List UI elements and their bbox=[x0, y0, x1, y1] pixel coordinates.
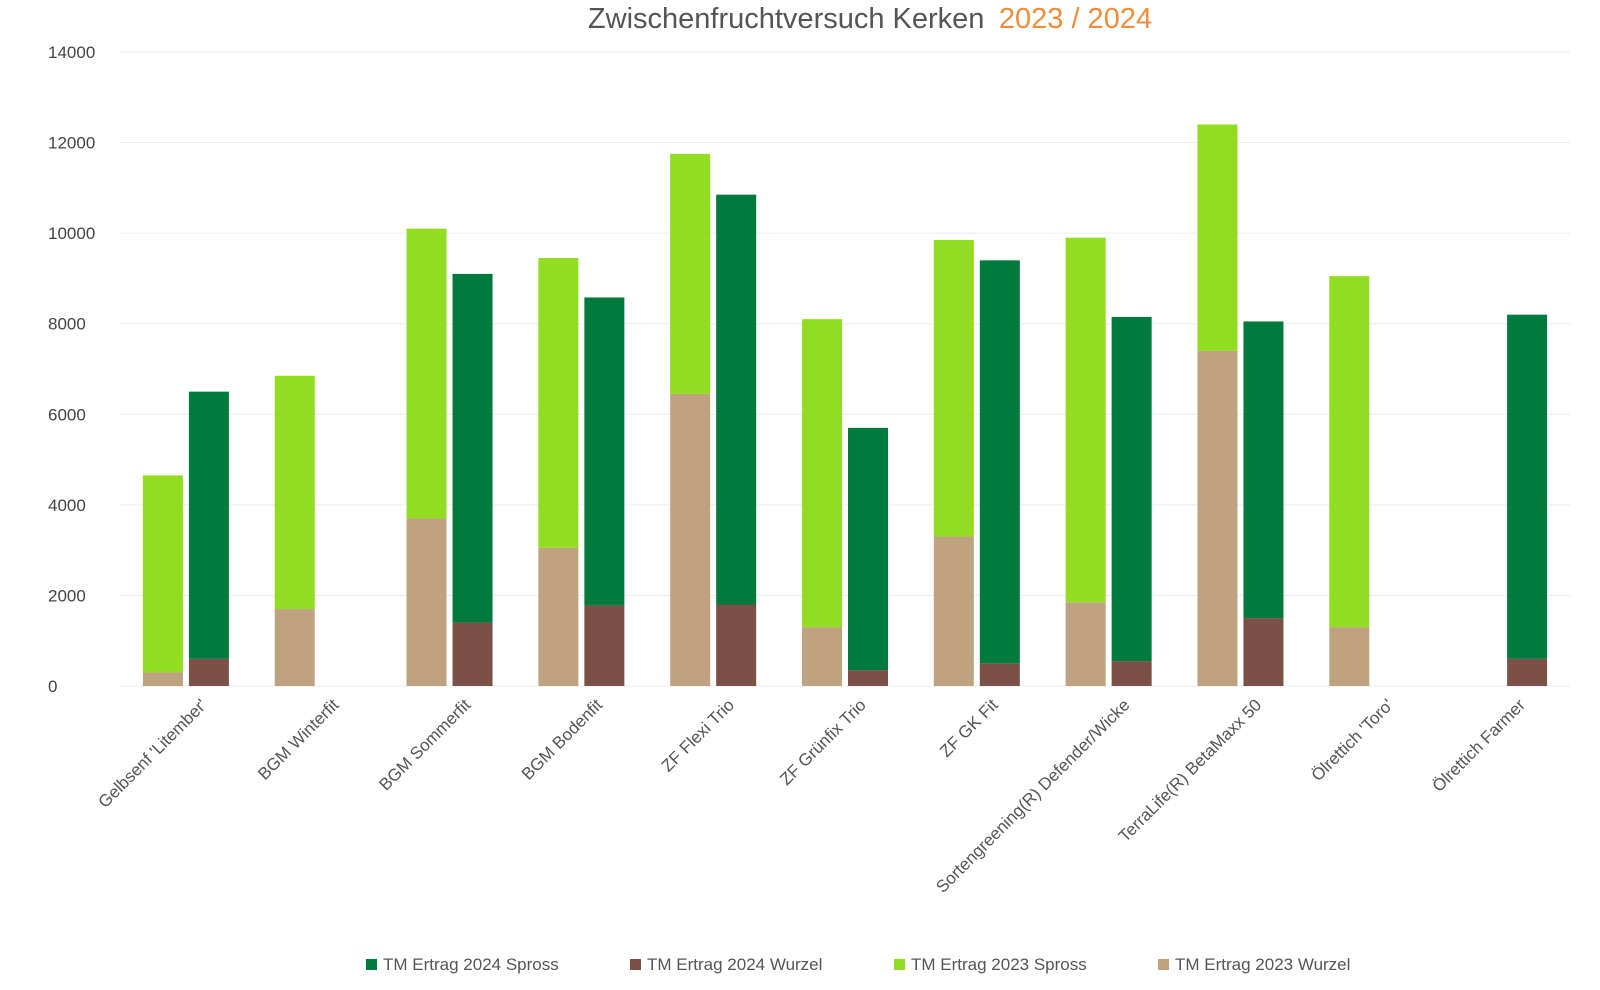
bar-2024-wurzel-5 bbox=[848, 670, 888, 686]
legend-label: TM Ertrag 2023 Wurzel bbox=[1175, 955, 1350, 974]
bar-2023-spross-8 bbox=[1197, 124, 1238, 351]
y-tick-label: 14000 bbox=[48, 43, 95, 62]
y-tick-label: 0 bbox=[48, 677, 57, 696]
y-axis-ticks: 0 2000 4000 6000 8000 10000 12000 14000 bbox=[48, 43, 95, 696]
x-category-label: Gelbsenf 'Litember' bbox=[94, 695, 210, 811]
bar-2023-wurzel-2 bbox=[406, 518, 447, 686]
legend-label: TM Ertrag 2024 Spross bbox=[383, 955, 559, 974]
bar-2023-wurzel-6 bbox=[933, 536, 974, 686]
bar-2023-spross-6 bbox=[933, 239, 974, 537]
x-category-label: ZF GK Fit bbox=[936, 695, 1002, 761]
bar-2023-wurzel-1 bbox=[274, 609, 315, 686]
chart-title-years: 2023 / 2024 bbox=[999, 3, 1152, 35]
bar-2023-spross-3 bbox=[538, 258, 579, 548]
bar-2024-wurzel-7 bbox=[1111, 661, 1152, 686]
legend-swatch bbox=[366, 959, 377, 970]
x-category-label: BGM Bodenfit bbox=[518, 695, 606, 783]
x-category-label: BGM Winterfit bbox=[254, 695, 342, 783]
bar-2024-wurzel-3 bbox=[584, 605, 625, 686]
x-category-label: ZF Flexi Trio bbox=[658, 695, 738, 775]
bar-2024-wurzel-8 bbox=[1243, 618, 1284, 686]
bar-2023-wurzel-4 bbox=[670, 393, 711, 686]
y-tick-label: 4000 bbox=[48, 496, 86, 515]
bar-2024-wurzel-10 bbox=[1507, 658, 1548, 686]
bar-2023-wurzel-3 bbox=[538, 547, 579, 686]
y-tick-label: 2000 bbox=[48, 586, 86, 605]
x-axis-categories: Gelbsenf 'Litember' BGM Winterfit BGM Somm… bbox=[94, 695, 1529, 896]
bar-2024-spross-8 bbox=[1243, 321, 1284, 619]
y-tick-label: 8000 bbox=[48, 315, 86, 334]
legend-swatch bbox=[894, 959, 905, 970]
bar-2024-spross-10 bbox=[1507, 314, 1548, 659]
bar-2023-wurzel-8 bbox=[1197, 350, 1238, 686]
bar-2024-spross-4 bbox=[716, 194, 757, 605]
x-category-label: TerraLife(R) BetaMaxx 50 bbox=[1115, 695, 1265, 845]
bar-2023-spross-9 bbox=[1329, 276, 1370, 628]
bar-2023-spross-5 bbox=[802, 319, 842, 628]
bar-2024-spross-2 bbox=[452, 273, 493, 623]
legend: TM Ertrag 2024 Spross TM Ertrag 2024 Wurz… bbox=[366, 955, 1350, 974]
x-category-label: ZF Grünfix Trio bbox=[776, 695, 870, 789]
bar-2024-spross-5 bbox=[848, 427, 888, 671]
bar-2024-wurzel-0 bbox=[188, 658, 229, 686]
y-tick-label: 6000 bbox=[48, 405, 86, 424]
bar-2024-spross-6 bbox=[979, 260, 1020, 664]
bar-2023-wurzel-9 bbox=[1329, 627, 1370, 686]
bar-2024-wurzel-2 bbox=[452, 622, 493, 686]
bar-2023-spross-1 bbox=[274, 375, 315, 610]
bar-2024-spross-0 bbox=[188, 391, 229, 659]
legend-swatch bbox=[630, 959, 641, 970]
bar-2023-spross-2 bbox=[406, 228, 447, 519]
bar-2023-wurzel-7 bbox=[1065, 602, 1106, 686]
bar-2023-spross-4 bbox=[670, 153, 711, 394]
x-category-label: Ölrettich 'Toro' bbox=[1308, 695, 1398, 785]
y-tick-label: 12000 bbox=[48, 134, 95, 153]
x-category-label: BGM Sommerfit bbox=[375, 695, 474, 794]
bar-2023-wurzel-5 bbox=[802, 627, 842, 686]
legend-label: TM Ertrag 2024 Wurzel bbox=[647, 955, 822, 974]
y-tick-label: 10000 bbox=[48, 224, 95, 243]
legend-label: TM Ertrag 2023 Spross bbox=[911, 955, 1087, 974]
bar-2023-spross-0 bbox=[142, 475, 183, 673]
bar-2024-wurzel-4 bbox=[716, 604, 757, 686]
bar-2023-spross-7 bbox=[1065, 237, 1106, 603]
chart-title-main: Zwischenfruchtversuch Kerken bbox=[588, 3, 985, 35]
gridlines bbox=[120, 51, 1570, 687]
bar-2024-spross-7 bbox=[1111, 316, 1152, 662]
chart-title: Zwischenfruchtversuch Kerken 2023 / 2024 bbox=[588, 3, 1152, 35]
legend-swatch bbox=[1158, 959, 1169, 970]
bar-2024-wurzel-6 bbox=[979, 663, 1020, 686]
bars bbox=[142, 124, 1548, 686]
bar-2024-spross-3 bbox=[584, 297, 625, 606]
bar-2023-wurzel-0 bbox=[142, 672, 183, 686]
x-category-label: Ölrettich Farmer bbox=[1429, 695, 1530, 796]
